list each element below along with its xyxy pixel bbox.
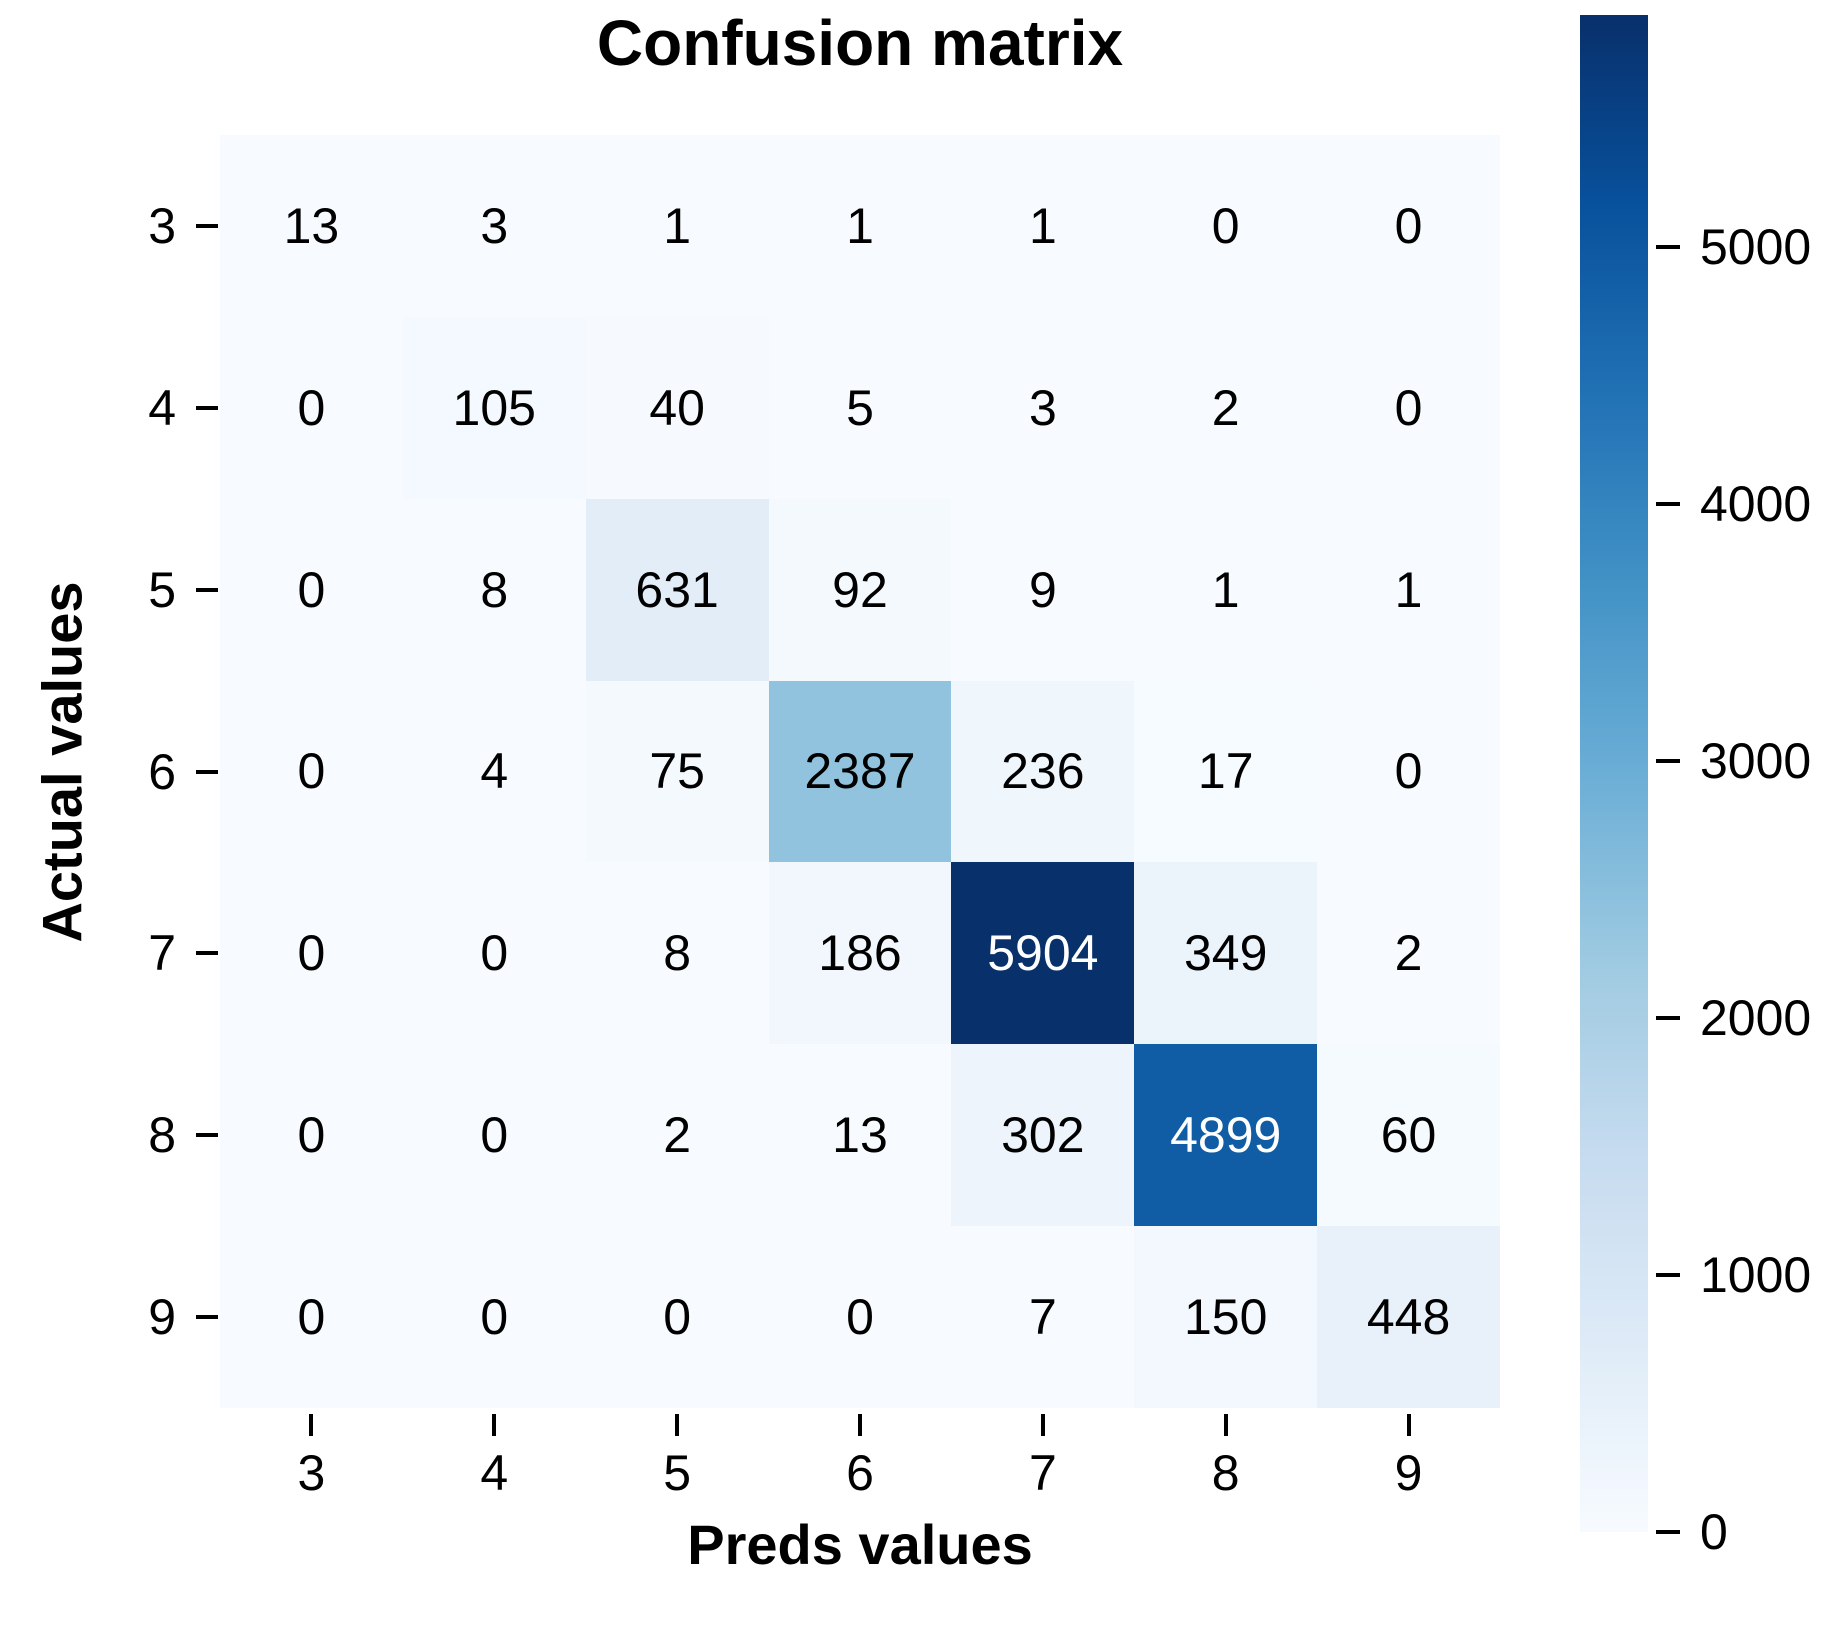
y-tick-mark (196, 223, 218, 228)
heatmap-cell: 92 (768, 498, 952, 681)
heatmap-cell: 0 (1317, 135, 1500, 317)
heatmap-cell: 0 (220, 680, 403, 863)
x-tick-mark (675, 1414, 680, 1436)
heatmap-cell: 0 (220, 862, 403, 1045)
heatmap-cell: 0 (220, 316, 403, 499)
x-tick-mark (858, 1414, 862, 1436)
heatmap-cell: 40 (585, 316, 769, 499)
heatmap-cell: 60 (1317, 1044, 1500, 1227)
y-tick-mark (196, 1133, 218, 1138)
heatmap-cell: 1 (768, 135, 952, 317)
y-tick-mark (196, 1315, 218, 1320)
heatmap-cell: 105 (402, 316, 586, 499)
heatmap-cell: 13 (768, 1044, 952, 1227)
heatmap-cell: 2 (585, 1044, 769, 1227)
heatmap-cell: 0 (1134, 135, 1318, 317)
heatmap-grid: 13 3 1 1 1 0 0 0 105 40 5 3 2 0 0 8 631 92 9 1 1 0 4 75 2387 236 1… (220, 135, 1500, 1408)
colorbar-tick-label: 3000 (1700, 733, 1812, 790)
y-tick-mark (196, 405, 218, 410)
heatmap-cell: 0 (1317, 680, 1500, 863)
heatmap-cell: 8 (585, 862, 769, 1045)
heatmap-cell: 150 (1134, 1226, 1318, 1408)
y-tick-label: 5 (148, 561, 176, 618)
heatmap-cell: 2 (1134, 316, 1318, 499)
x-tick-label: 6 (846, 1445, 874, 1501)
colorbar-tick-label: 4000 (1700, 476, 1812, 533)
heatmap-cell: 1 (1317, 498, 1500, 681)
heatmap-cell: 3 (402, 135, 586, 317)
y-tick-label: 9 (148, 1289, 176, 1346)
colorbar-tick-mark (1656, 245, 1680, 250)
y-tick-label: 8 (148, 1107, 176, 1164)
heatmap-cell: 9 (951, 498, 1135, 681)
y-tick-mark (196, 769, 218, 774)
heatmap-cell: 2387 (768, 680, 952, 863)
x-axis-label: Preds values (687, 1513, 1033, 1576)
heatmap-cell: 13 (220, 135, 403, 317)
colorbar-tick-mark (1656, 1016, 1680, 1021)
heatmap-cell: 0 (585, 1226, 769, 1408)
heatmap-cell: 448 (1317, 1226, 1500, 1408)
heatmap-cell: 0 (220, 1044, 403, 1227)
colorbar-tick-label: 0 (1700, 1504, 1728, 1560)
colorbar-tick-mark (1656, 1273, 1680, 1278)
heatmap-cell: 3 (951, 316, 1135, 499)
heatmap-cell: 0 (402, 1226, 586, 1408)
heatmap-cell: 236 (951, 680, 1135, 863)
x-tick-label: 8 (1211, 1445, 1240, 1501)
x-tick-mark (1040, 1414, 1045, 1436)
heatmap-cell: 0 (402, 1044, 586, 1227)
y-tick-label: 4 (148, 379, 176, 436)
heatmap-cell: 631 (585, 498, 769, 681)
y-tick-label: 7 (148, 925, 176, 982)
heatmap-cell: 17 (1134, 680, 1318, 863)
heatmap-cell: 7 (951, 1226, 1135, 1408)
colorbar-tick-label: 2000 (1700, 990, 1812, 1047)
heatmap-cell: 1 (1134, 498, 1318, 681)
colorbar-gradient (1580, 15, 1648, 1532)
x-tick-label: 3 (297, 1445, 326, 1501)
y-tick-mark (196, 951, 218, 956)
chart-title: Confusion matrix (596, 7, 1124, 79)
x-tick-label: 5 (663, 1445, 692, 1501)
x-tick-label: 7 (1028, 1445, 1057, 1501)
x-tick-label: 9 (1394, 1445, 1423, 1501)
heatmap-cell: 5904 (951, 862, 1135, 1045)
heatmap-cell: 1 (585, 135, 769, 317)
heatmap-cell: 186 (768, 862, 952, 1045)
heatmap-cell: 0 (220, 498, 403, 681)
heatmap-cell: 4899 (1134, 1044, 1318, 1227)
heatmap-cell: 2 (1317, 862, 1500, 1045)
colorbar-tick-label: 1000 (1700, 1247, 1812, 1304)
heatmap-cell: 349 (1134, 862, 1318, 1045)
heatmap-cell: 0 (768, 1226, 952, 1408)
colorbar-tick-mark (1656, 502, 1680, 507)
y-tick-label: 6 (148, 743, 176, 800)
heatmap-cell: 1 (951, 135, 1135, 317)
y-tick-mark (196, 587, 218, 592)
heatmap-cell: 75 (585, 680, 769, 863)
colorbar-tick-mark (1656, 1530, 1680, 1534)
x-tick-mark (309, 1414, 314, 1436)
x-tick-mark (1223, 1414, 1228, 1436)
x-tick-mark (1406, 1414, 1411, 1436)
colorbar-tick-label: 5000 (1700, 219, 1812, 276)
y-tick-label: 3 (148, 197, 176, 254)
heatmap-cell: 8 (402, 498, 586, 681)
heatmap-cell: 4 (402, 680, 586, 863)
colorbar-tick-mark (1656, 759, 1680, 764)
heatmap-cell: 0 (1317, 316, 1500, 499)
heatmap-cell: 0 (220, 1226, 403, 1408)
heatmap-cell: 302 (951, 1044, 1135, 1227)
x-tick-mark (492, 1414, 497, 1436)
x-tick-label: 4 (480, 1445, 509, 1501)
heatmap-cell: 0 (402, 862, 586, 1045)
heatmap-cell: 5 (768, 316, 952, 499)
